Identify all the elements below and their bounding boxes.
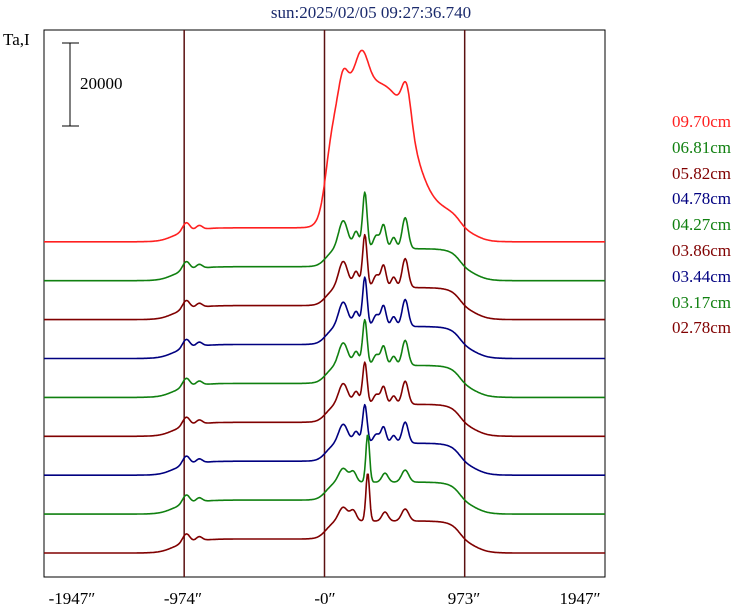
chart-title: sun:2025/02/05 09:27:36.740 — [270, 3, 472, 22]
legend-item: 06.81cm — [672, 137, 732, 157]
series-line — [44, 473, 605, 554]
series-line — [44, 276, 605, 360]
series-line — [44, 191, 605, 282]
legend-item: 03.17cm — [672, 292, 732, 312]
y-axis-label: Ta,I — [3, 30, 30, 49]
scale-bar-label: 20000 — [80, 74, 123, 93]
legend-item: 02.78cm — [672, 318, 732, 338]
series-line — [44, 233, 605, 321]
series-line — [44, 403, 605, 476]
series-line — [44, 361, 605, 438]
legend-item: 03.44cm — [672, 266, 732, 286]
x-tick-label: -974″ — [163, 589, 203, 608]
series-line — [44, 49, 605, 243]
legend-item: 05.82cm — [672, 163, 732, 183]
legend-item: 04.78cm — [672, 189, 732, 209]
legend-item: 09.70cm — [672, 112, 732, 131]
x-tick-label: -1947″ — [48, 589, 96, 608]
series-line — [44, 434, 605, 515]
x-tick-label: 1947″ — [559, 589, 601, 608]
legend-item: 03.86cm — [672, 240, 732, 260]
x-tick-label: -0″ — [314, 589, 336, 608]
legend-item: 04.27cm — [672, 215, 732, 235]
legend: 09.70cm 06.81cm 05.82cm 04.78cm 04.27cm … — [672, 109, 731, 341]
series-line — [44, 318, 605, 399]
x-tick-label: 973″ — [447, 589, 481, 608]
